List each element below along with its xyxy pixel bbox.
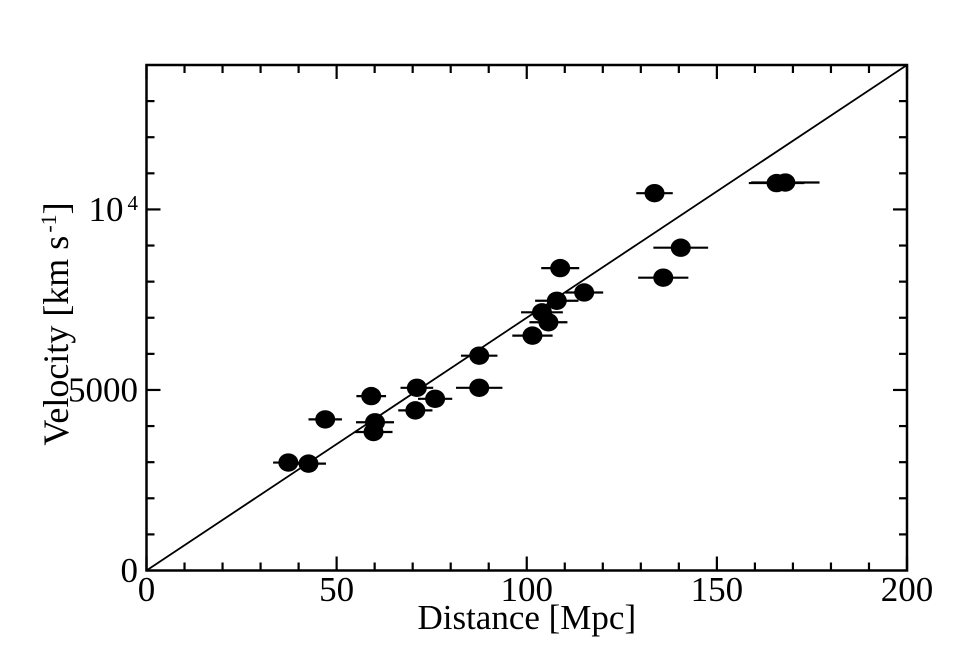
data-point [574, 283, 595, 302]
hubble-fit-line [146, 64, 908, 572]
x-axis-label: Distance [Mpc] [417, 598, 636, 637]
data-point [550, 258, 571, 278]
hubble-fit-line-group [146, 64, 908, 572]
data-point [365, 413, 386, 432]
data-point [405, 401, 426, 420]
x-tick-label: 0 [138, 570, 156, 609]
data-point [278, 453, 299, 472]
data-point [469, 378, 490, 397]
data-point [469, 346, 490, 365]
x-tick-labels: 0 50 100 150 200 [138, 570, 934, 609]
data-point [406, 378, 427, 397]
data-point [538, 313, 559, 332]
data-point [298, 454, 319, 473]
data-point [315, 410, 336, 429]
data-points [278, 173, 796, 473]
y-tick-label: 10 4 [89, 190, 139, 229]
data-point [361, 386, 382, 406]
y-tick-labels: 0 5000 10 4 [68, 190, 139, 590]
data-point [670, 238, 691, 257]
x-tick-label: 200 [881, 570, 934, 609]
data-point [522, 326, 543, 345]
axis-ticks [145, 65, 909, 571]
x-tick-label: 100 [501, 570, 554, 609]
data-point [653, 268, 674, 287]
data-point [425, 389, 446, 409]
data-point [546, 291, 567, 310]
data-point [775, 173, 796, 192]
data-point [644, 183, 665, 203]
y-axis-label: Velocity [km s-1] [36, 202, 76, 445]
y-tick-label: 0 [121, 551, 139, 590]
y-tick-label: 5000 [68, 370, 138, 409]
x-tick-label: 150 [691, 570, 744, 609]
x-tick-label: 50 [319, 570, 354, 609]
